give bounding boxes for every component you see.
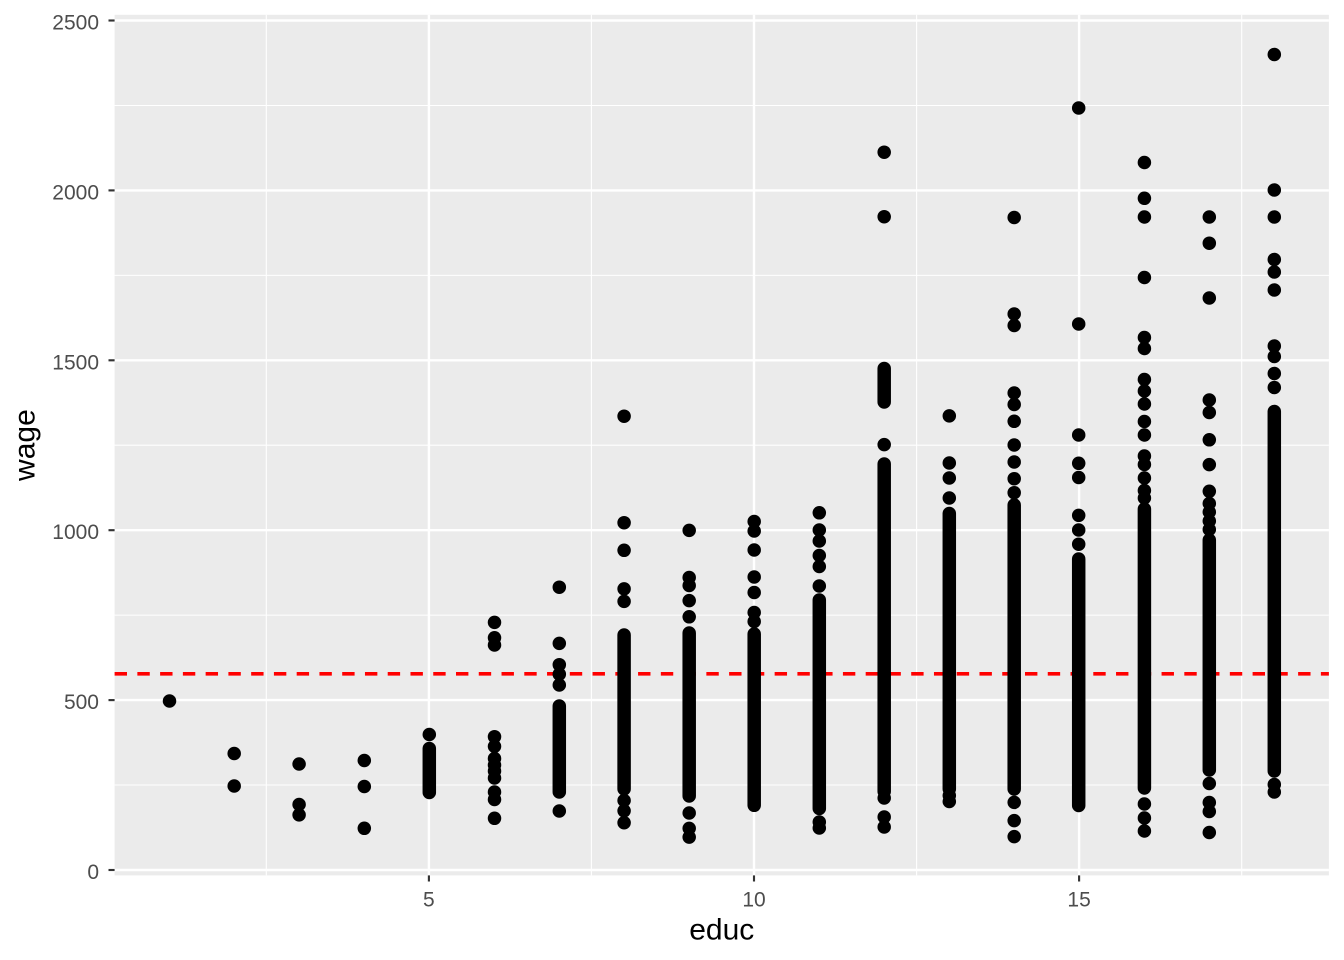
svg-text:2000: 2000 xyxy=(52,181,99,204)
svg-text:500: 500 xyxy=(64,691,99,714)
svg-text:15: 15 xyxy=(1067,889,1090,912)
svg-text:2500: 2500 xyxy=(52,12,99,35)
svg-text:1000: 1000 xyxy=(52,521,99,544)
svg-text:1500: 1500 xyxy=(52,351,99,374)
svg-text:5: 5 xyxy=(423,889,435,912)
svg-text:wage: wage xyxy=(9,409,42,482)
svg-text:0: 0 xyxy=(87,861,99,884)
svg-text:10: 10 xyxy=(742,889,765,912)
svg-text:educ: educ xyxy=(689,914,754,947)
